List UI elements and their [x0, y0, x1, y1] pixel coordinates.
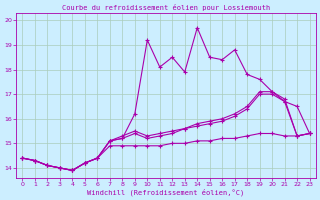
X-axis label: Windchill (Refroidissement éolien,°C): Windchill (Refroidissement éolien,°C) — [87, 188, 245, 196]
Title: Courbe du refroidissement éolien pour Lossiemouth: Courbe du refroidissement éolien pour Lo… — [62, 4, 270, 11]
